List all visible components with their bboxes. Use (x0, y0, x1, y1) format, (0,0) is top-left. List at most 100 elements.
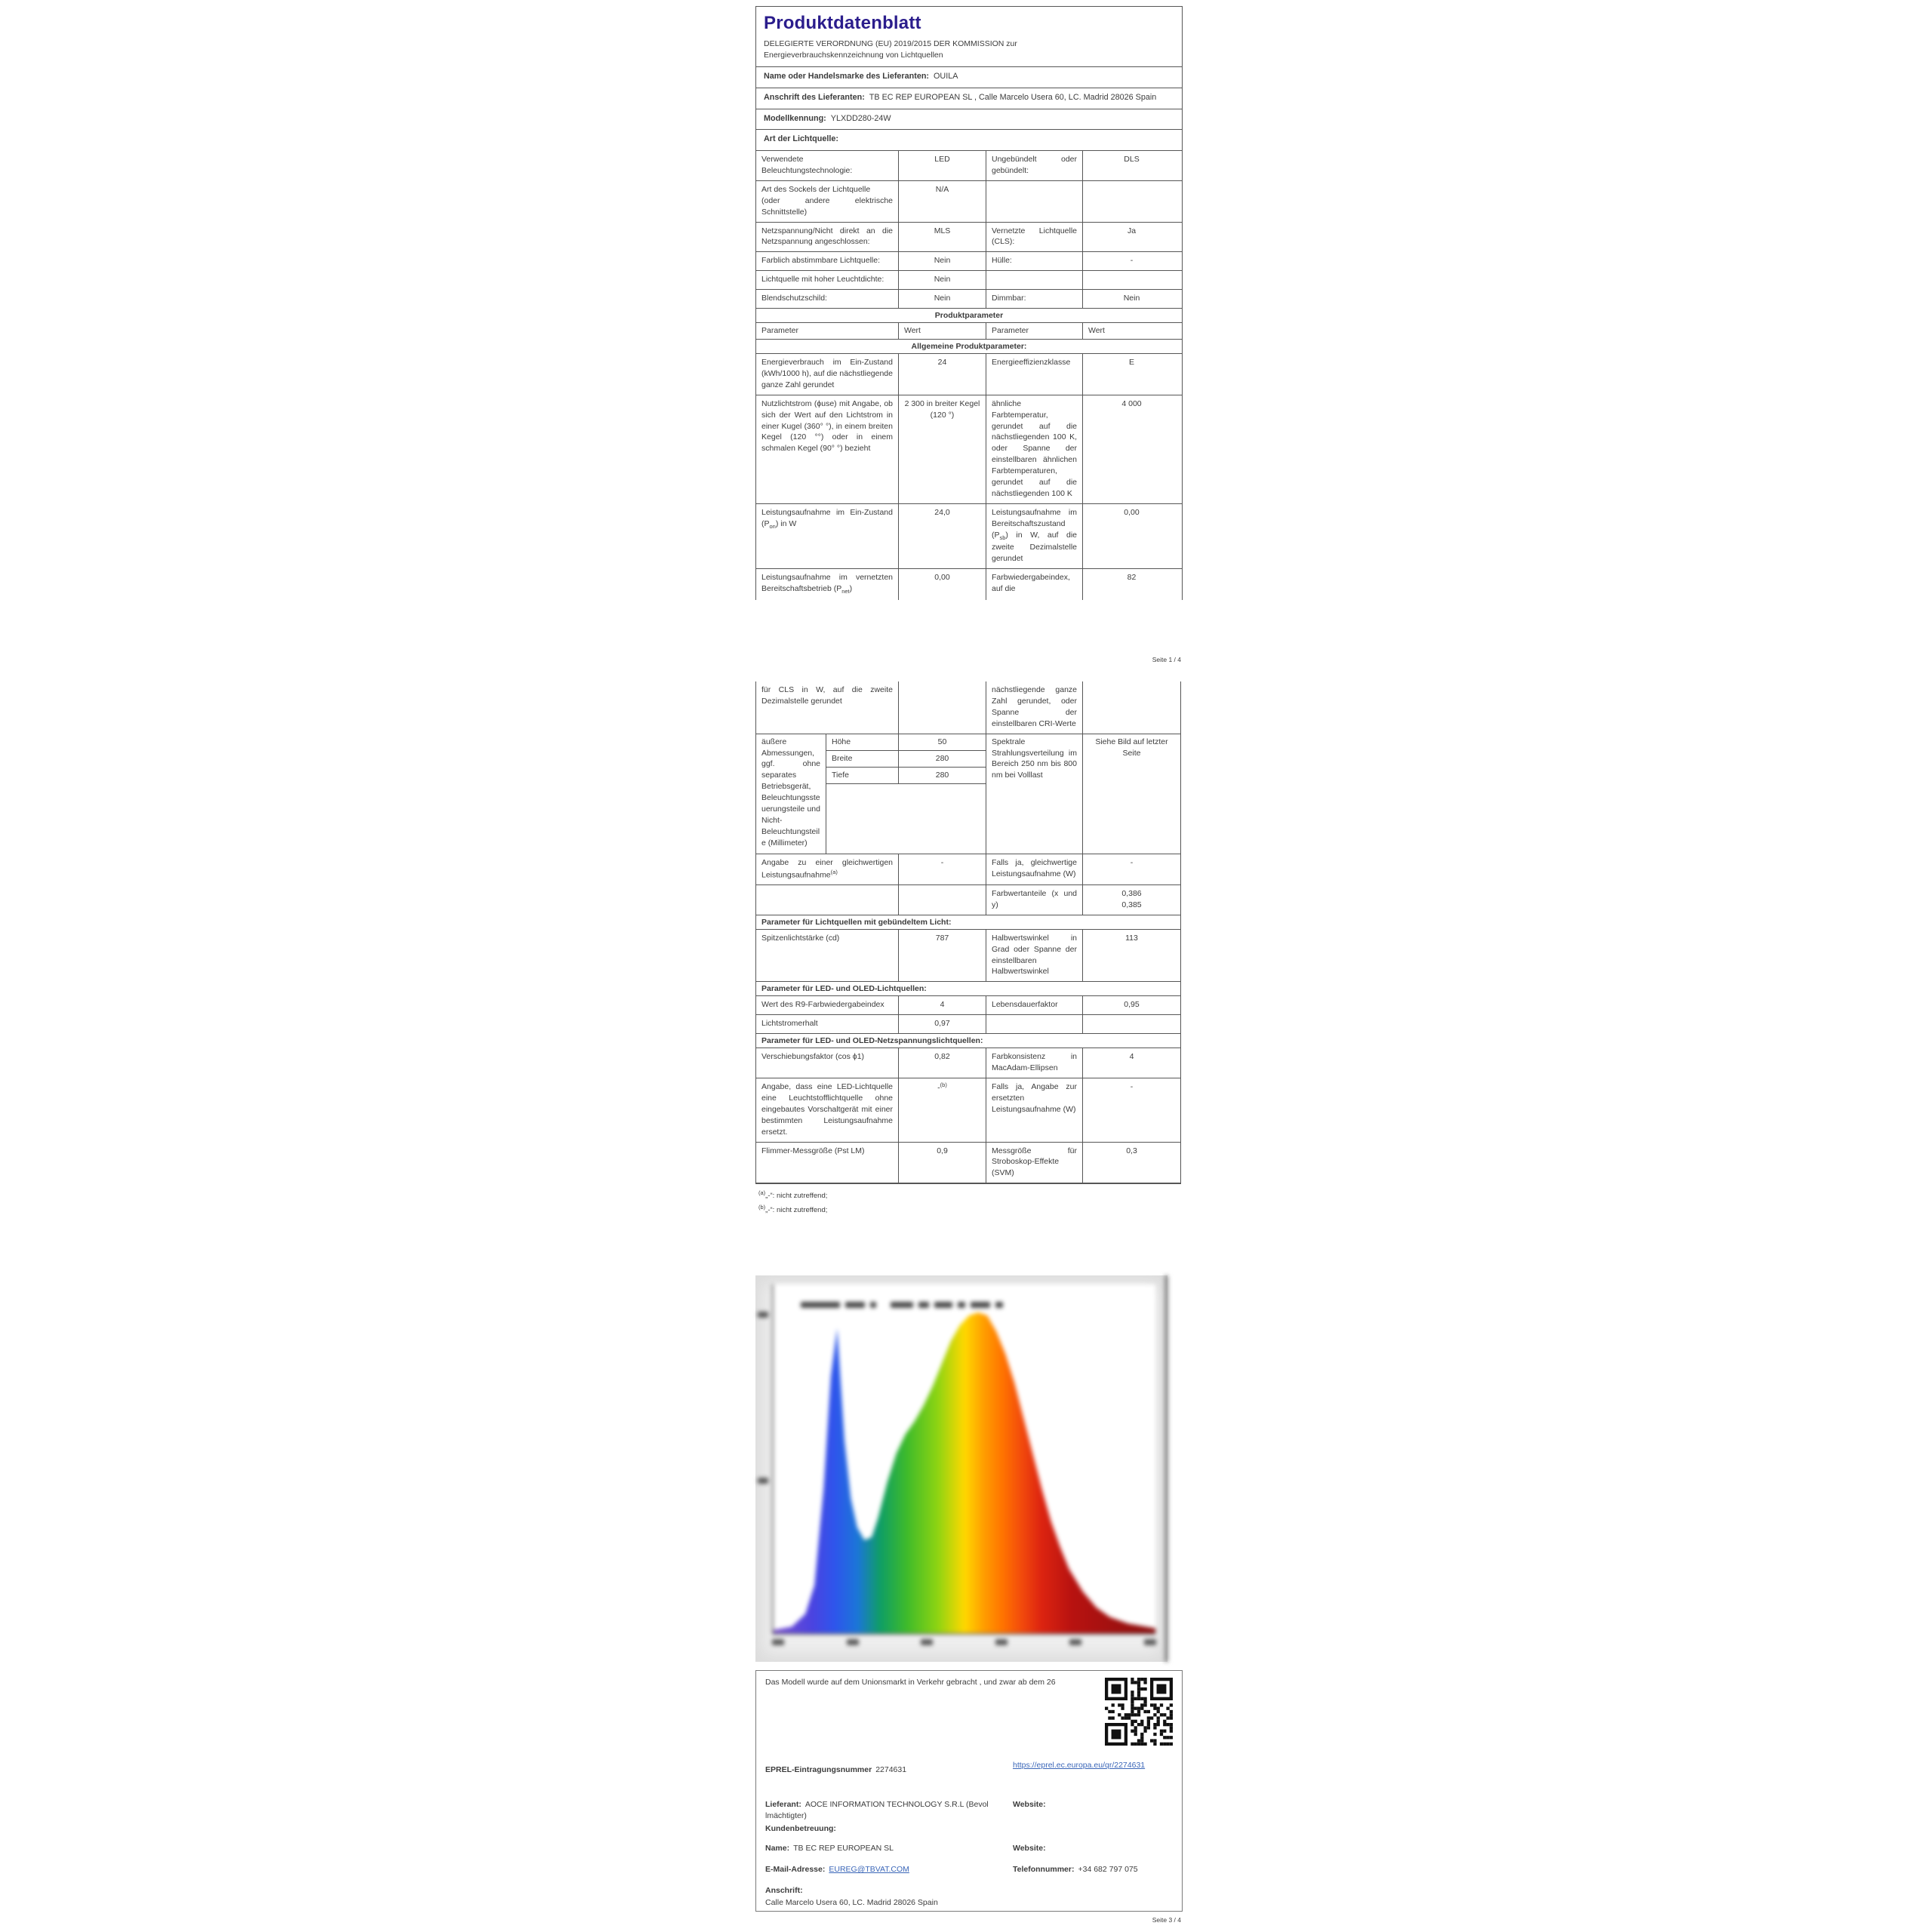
table-row: Art des Sockels der Lichtquelle (oder an… (756, 180, 1182, 223)
param-cell: Blendschutzschild: (761, 294, 827, 303)
regulation-line1: DELEGIERTE VERORDNUNG (EU) 2019/2015 DER… (764, 39, 1017, 48)
param-cell: ähnliche Farbtemperatur, gerundet auf di… (986, 395, 1082, 503)
value-cell: DLS (1082, 151, 1180, 180)
param-cell: Falls ja, Angabe zur ersetzten Leistungs… (986, 1078, 1082, 1142)
param-cell: Halbwertswinkel in Grad oder Spanne der … (986, 929, 1082, 982)
value-cell: 0,82 (898, 1048, 986, 1078)
param-cell: Messgröße für Stroboskop-Effekte (SVM) (986, 1142, 1082, 1183)
table-row: Spitzenlichtstärke (cd) 787 Halbwertswin… (756, 929, 1180, 983)
dim-key-breite: Breite (826, 750, 898, 768)
section-header-allgemein: Allgemeine Produktparameter: (756, 340, 1182, 354)
table-header-produktparameter: Produktparameter (756, 309, 1182, 324)
eprel-label: EPREL-Eintragungsnummer (765, 1765, 872, 1774)
footnote-a: (a)„-“: nicht zutreffend; (758, 1189, 828, 1201)
param-cell: Flimmer-Messgröße (Pst LM) (761, 1146, 865, 1155)
param-cell: Angabe, dass eine LED-Lichtquelle eine L… (761, 1082, 893, 1137)
spectrum-curve (774, 1312, 1155, 1633)
website-row: Website: (1013, 1799, 1050, 1810)
value-cell: 0,95 (1082, 996, 1180, 1015)
table-row: Leistungsaufnahme im Ein-Zustand (Pon) i… (756, 503, 1182, 570)
value-cell (898, 884, 986, 915)
value-cell: - (1082, 1078, 1180, 1142)
y-axis-tick-label-illegible (758, 1312, 768, 1318)
market-intro-text: Das Modell wurde auf dem Unionsmarkt in … (765, 1678, 1056, 1687)
value-cell: E (1082, 353, 1180, 395)
section-header-gebuendelt: Parameter für Lichtquellen mit gebündelt… (756, 915, 1180, 930)
dim-value-breite: 280 (898, 750, 986, 768)
value-cell: Nein (898, 271, 986, 290)
dim-value-tiefe: 280 (898, 767, 986, 784)
regulation-line2: Energieverbrauchskennzeichnung von Licht… (764, 51, 943, 60)
value-cell: 24,0 (898, 503, 986, 569)
anschrift-value: Calle Marcelo Usera 60, LC. Madrid 28026… (765, 1898, 938, 1907)
value-cell (1082, 271, 1180, 290)
param-cell: Verwendete Beleuchtungstechnologie: (761, 155, 853, 175)
qr-code (1105, 1678, 1173, 1746)
anschrift-label-row: Anschrift: (765, 1886, 803, 1895)
param-cell: Farbwiedergabeindex, auf die (986, 569, 1082, 600)
dim-key-tiefe: Tiefe (826, 767, 898, 784)
eprel-link-wrap: https://eprel.ec.europa.eu/qr/2274631 (1013, 1760, 1160, 1771)
param-cell: nächstliegende ganze Zahl gerundet, oder… (986, 681, 1082, 734)
eprel-link[interactable]: https://eprel.ec.europa.eu/qr/2274631 (1013, 1761, 1146, 1770)
param-cell: Farbwertanteile (x und y) (986, 884, 1082, 915)
col-header: Wert (898, 323, 986, 339)
email-link[interactable]: EUREG@TBVAT.COM (829, 1865, 909, 1874)
page1-footer: Seite 1 / 4 (1152, 656, 1181, 663)
lieferant-row: Lieferant: AOCE INFORMATION TECHNOLOGY S.… (765, 1799, 1014, 1822)
name-value: TB EC REP EUROPEAN SL (793, 1844, 894, 1853)
table-row: Angabe, dass eine LED-Lichtquelle eine L… (756, 1078, 1180, 1143)
table-row-truncated: Leistungsaufnahme im vernetzten Bereitsc… (756, 569, 1182, 600)
value-cell: N/A (898, 180, 986, 222)
lieferant-label: Lieferant: (765, 1800, 801, 1809)
value-cell: 4 (1082, 1048, 1180, 1078)
value-cell: Nein (1082, 290, 1180, 309)
param-cell: Leistungsaufnahme im Ein-Zustand (Pon) i… (761, 507, 893, 530)
param-cell: Spektrale Strahlungsverteilung im Bereic… (986, 734, 1082, 854)
param-cell: Spitzenlichtstärke (cd) (761, 933, 840, 943)
dim-key-hoehe: Höhe (826, 734, 898, 751)
param-cell: Leistungsaufnahme im Bereitschaftszustan… (986, 503, 1082, 569)
phone-value: +34 682 797 075 (1078, 1865, 1138, 1874)
param-cell: Lichtquelle mit hoher Leuchtdichte: (761, 275, 884, 285)
value-cell: 4 (898, 996, 986, 1015)
param-cell: Wert des R9-Farbwiedergabeindex (761, 1000, 884, 1010)
supplier-name-value: OUILA (934, 72, 958, 82)
col-header: Parameter (986, 323, 1082, 339)
value-cell: LED (898, 151, 986, 180)
page1-datasheet: Produktdatenblatt DELEGIERTE VERORDNUNG … (755, 6, 1183, 600)
phone-row: Telefonnummer: +34 682 797 075 (1013, 1864, 1138, 1875)
param-cell: Verschiebungsfaktor (cos ϕ1) (761, 1052, 865, 1062)
value-cell: 0,386 0,385 (1082, 884, 1180, 915)
value-cell: 2 300 in breiter Kegel (120 °) (898, 395, 986, 503)
model-value: YLXDD280-24W (830, 113, 891, 123)
spectral-distribution-chart (755, 1275, 1168, 1662)
param-cell: Farblich abstimmbare Lichtquelle: (761, 256, 880, 266)
footnotes: (a)„-“: nicht zutreffend; (b)„-“: nicht … (755, 1184, 1181, 1221)
table-row: Blendschutzschild: Nein Dimmbar: Nein (756, 290, 1182, 309)
section-header-led-oled: Parameter für LED- und OLED-Lichtquellen… (756, 982, 1180, 997)
dimensions-row: äußere Abmessungen, ggf. ohne separates … (756, 734, 1180, 854)
source-type-row: Art der Lichtquelle: (756, 130, 1182, 151)
blurred-chart-content (755, 1275, 1168, 1662)
col-header: Wert (1082, 323, 1180, 339)
footnote-b: (b)„-“: nicht zutreffend; (758, 1203, 828, 1214)
dimensions-filler (826, 783, 986, 854)
email-label: E-Mail-Adresse: (765, 1865, 826, 1874)
value-cell: 24 (898, 353, 986, 395)
param-cell (986, 271, 1082, 290)
name-label: Name: (765, 1844, 790, 1853)
supplier-name-row: Name oder Handelsmarke des Lieferanten: O… (756, 67, 1182, 89)
page2-table: für CLS in W, auf die zweite Dezimalstel… (755, 681, 1181, 1185)
param-cell: Farbkonsistenz in MacAdam-Ellipsen (986, 1048, 1082, 1078)
name-row: Name: TB EC REP EUROPEAN SL (765, 1843, 894, 1854)
website-label: Website: (1013, 1800, 1046, 1809)
lieferant-value: AOCE INFORMATION TECHNOLOGY S.R.L (Bevol… (765, 1800, 989, 1821)
value-cell: 0,00 (1082, 503, 1180, 569)
value-cell: - (1082, 252, 1180, 271)
value-cell: 82 (1082, 569, 1180, 600)
value-cell: MLS (898, 222, 986, 252)
phone-label: Telefonnummer: (1013, 1865, 1075, 1874)
table-row: Lichtstromerhalt 0,97 (756, 1015, 1180, 1035)
